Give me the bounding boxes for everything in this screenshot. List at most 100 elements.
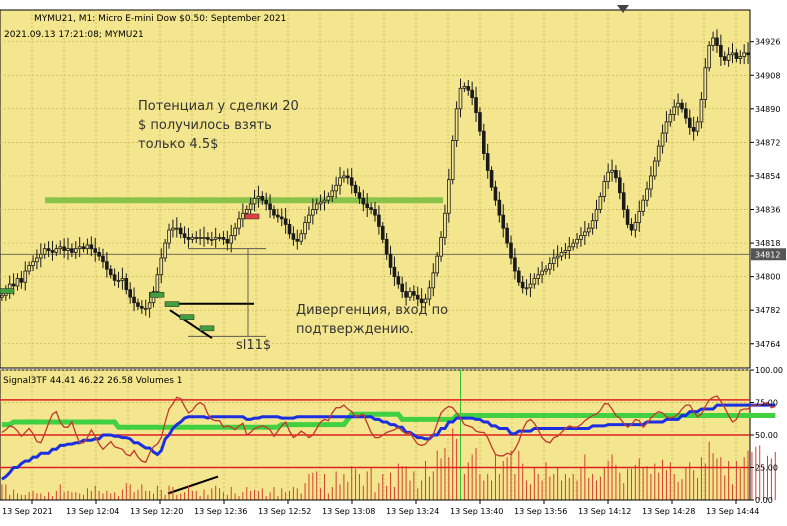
candle-body [633,222,638,231]
candle-body [155,274,160,292]
candle-body [124,278,129,291]
candle-body [70,248,74,253]
candle-body [544,268,548,272]
candle-body [128,289,132,298]
candle-body [66,248,70,251]
candle-body [641,199,645,212]
candle-body [353,184,358,194]
candle-body [373,209,377,216]
candle-body [431,272,436,289]
candle-body [202,237,206,239]
time-tick-label: 13 Sep 13:40 [450,507,503,516]
candle-body [365,203,370,209]
candle-body [334,184,338,192]
time-tick-label: 13 Sep 13:08 [322,507,375,516]
candle-body [579,235,583,240]
candle-body [178,227,183,235]
candle-body [629,224,634,231]
candle-body [112,274,117,281]
candle-body [691,127,696,132]
candle-body [0,294,4,298]
candle-body [450,140,455,181]
candle-body [660,132,665,147]
candle-body [571,242,575,248]
candle-body [237,218,241,229]
candle-body [637,210,642,223]
candle-body [575,238,579,244]
candle-body [252,197,257,205]
candle-body [563,250,568,253]
time-tick-label: 13 Sep 12:04 [66,507,119,516]
candle-body [221,237,226,240]
candle-body [77,246,82,250]
support-resistance-level [0,197,750,255]
candle-body [649,175,653,190]
candle-body [244,209,249,214]
candle-body [287,224,292,235]
candle-body [295,238,300,242]
candle-body [711,37,715,46]
candle-body [260,196,265,201]
candle-body [361,197,366,205]
candle-body [738,56,743,59]
candle-body [54,248,59,253]
candle-body [276,214,280,218]
candle-body [233,227,237,237]
signal-green-line [1,411,776,430]
candle-body [31,261,35,266]
candle-body [190,237,195,240]
candle-body [330,190,335,197]
trade-marker [199,325,215,332]
candle-body [105,261,109,270]
candle-body [89,244,94,250]
candle-body [548,263,552,270]
divergence-price-line [169,309,213,339]
candle-body [668,114,673,123]
scroll-marker-icon [617,5,629,13]
candle-body [392,266,397,278]
price-tick-label: 34764 [755,340,780,349]
candle-body [435,255,439,274]
candle-body [652,160,657,177]
candle-body [73,248,78,253]
candle-body [303,222,307,235]
candle-body [388,253,393,268]
candle-body [493,186,498,201]
price-axis: 34926 34908 34890 34872 34854 34836 34818 34800… [617,5,786,505]
candle-body [419,298,424,304]
time-tick-label: 13 Sep 12:52 [258,507,311,516]
candle-body [384,238,389,255]
candle-body [415,294,420,300]
candle-body [474,97,478,113]
candle-body [58,246,63,250]
candle-body [85,244,90,250]
candle-body [614,169,618,179]
candle-body [264,199,268,205]
candle-body [194,237,199,239]
price-tick-label: 34872 [755,138,780,147]
candle-body [311,209,315,216]
price-tick-label: 34818 [755,239,780,248]
candle-body [182,233,187,238]
note-profit-line-2: $ получилось взять [138,118,272,133]
candle-body [485,153,490,171]
candle-body [213,237,218,240]
candle-body [186,237,191,240]
candle-body [680,102,684,110]
trade-marker [179,314,195,320]
candle-body [396,276,401,285]
candle-body [555,255,560,259]
candle-body [439,237,443,257]
candle-body [140,306,144,309]
price-tick-label: 34782 [755,306,780,315]
candle-body [404,291,408,298]
trade-marker [164,301,180,307]
price-tick-label: 34836 [755,206,780,215]
candle-body [489,169,494,188]
time-tick-label: 13 Sep 12:20 [130,507,183,516]
candle-body [524,287,529,290]
candle-body [505,227,509,244]
candle-body [108,268,113,276]
